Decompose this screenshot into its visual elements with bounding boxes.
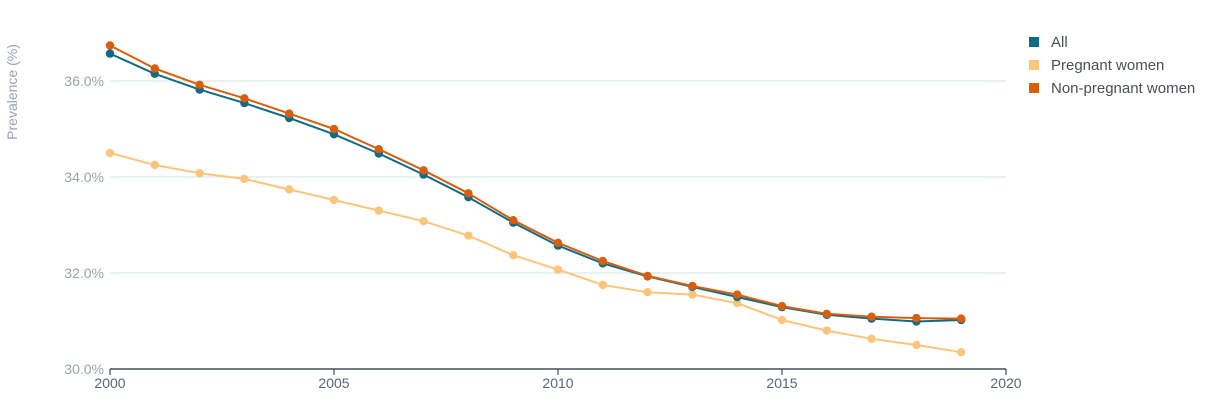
data-point-non-pregnant-women-2019[interactable] <box>957 314 966 323</box>
data-point-non-pregnant-women-2016[interactable] <box>822 309 831 318</box>
legend: All Pregnant women Non-pregnant women <box>1029 34 1195 97</box>
data-point-non-pregnant-women-2009[interactable] <box>509 216 518 225</box>
data-point-pregnant-women-2009[interactable] <box>509 251 518 260</box>
data-point-pregnant-women-2006[interactable] <box>374 206 383 215</box>
data-point-pregnant-women-2014[interactable] <box>733 299 742 308</box>
axes <box>109 368 1007 375</box>
series-all <box>105 49 966 326</box>
data-point-pregnant-women-2005[interactable] <box>329 195 339 205</box>
x-tick-label-2: 2010 <box>542 375 573 391</box>
data-point-non-pregnant-women-2006[interactable] <box>374 145 383 154</box>
data-point-pregnant-women-2003[interactable] <box>240 174 249 184</box>
data-point-non-pregnant-women-2002[interactable] <box>195 80 204 90</box>
legend-label-all[interactable]: All <box>1051 34 1068 51</box>
data-point-pregnant-women-2013[interactable] <box>688 290 697 299</box>
data-point-pregnant-women-2000[interactable] <box>105 148 115 158</box>
y-tick-label-1: 32.0% <box>64 265 104 281</box>
data-point-pregnant-women-2011[interactable] <box>598 280 607 290</box>
data-point-pregnant-women-2001[interactable] <box>150 160 159 170</box>
y-tick-label-0: 30.0% <box>64 361 104 377</box>
data-point-non-pregnant-women-2007[interactable] <box>419 166 428 175</box>
data-point-pregnant-women-2004[interactable] <box>285 185 294 194</box>
data-point-non-pregnant-women-2018[interactable] <box>912 313 921 323</box>
data-point-non-pregnant-women-2004[interactable] <box>285 109 294 118</box>
data-point-non-pregnant-women-2001[interactable] <box>150 64 159 73</box>
data-point-all-2000[interactable] <box>105 49 115 58</box>
legend-swatch-pregnant-women <box>1029 60 1039 70</box>
legend-swatch-all <box>1029 37 1039 47</box>
y-tick-label-3: 36.0% <box>64 73 104 89</box>
data-point-pregnant-women-2019[interactable] <box>957 348 966 357</box>
data-point-pregnant-women-2016[interactable] <box>822 326 831 335</box>
data-point-non-pregnant-women-2008[interactable] <box>464 189 473 198</box>
data-point-non-pregnant-women-2003[interactable] <box>240 94 249 103</box>
legend-label-pregnant-women[interactable]: Pregnant women <box>1051 57 1164 74</box>
x-tick-label-0: 2000 <box>94 375 125 391</box>
x-tick-label-4: 2020 <box>990 375 1021 391</box>
legend-swatch-non-pregnant-women <box>1029 83 1039 93</box>
data-point-non-pregnant-women-2017[interactable] <box>867 312 876 321</box>
data-point-pregnant-women-2002[interactable] <box>195 169 204 178</box>
data-point-pregnant-women-2012[interactable] <box>643 288 652 297</box>
data-point-pregnant-women-2010[interactable] <box>553 265 563 274</box>
legend-label-non-pregnant-women[interactable]: Non-pregnant women <box>1051 80 1195 97</box>
data-point-pregnant-women-2007[interactable] <box>419 217 428 226</box>
data-point-non-pregnant-women-2011[interactable] <box>598 256 607 266</box>
data-point-pregnant-women-2008[interactable] <box>464 231 473 240</box>
x-tick-labels: 2000 2005 2010 2015 2020 <box>94 375 1021 391</box>
y-tick-labels: 30.0% 32.0% 34.0% 36.0% <box>64 73 104 377</box>
data-point-non-pregnant-women-2012[interactable] <box>643 271 652 281</box>
data-point-non-pregnant-women-2005[interactable] <box>329 124 339 134</box>
series-line-non-pregnant-women <box>109 44 963 320</box>
series-pregnant-women <box>105 148 966 357</box>
data-point-non-pregnant-women-2013[interactable] <box>688 281 697 291</box>
data-point-non-pregnant-women-2014[interactable] <box>733 290 742 299</box>
data-point-pregnant-women-2015[interactable] <box>777 315 787 325</box>
y-axis-title: Prevalence (%) <box>4 44 20 140</box>
data-point-non-pregnant-women-2015[interactable] <box>777 301 787 311</box>
x-tick-label-1: 2005 <box>318 375 349 391</box>
data-point-non-pregnant-women-2000[interactable] <box>105 41 115 50</box>
data-point-pregnant-women-2017[interactable] <box>867 334 876 343</box>
data-point-pregnant-women-2018[interactable] <box>912 340 921 350</box>
series-line-all <box>109 52 963 323</box>
data-point-non-pregnant-women-2010[interactable] <box>553 238 563 247</box>
series-lines <box>105 41 966 357</box>
series-non-pregnant-women <box>105 41 966 323</box>
series-line-pregnant-women <box>109 152 963 354</box>
y-tick-label-2: 34.0% <box>64 169 104 185</box>
x-tick-label-3: 2015 <box>766 375 797 391</box>
